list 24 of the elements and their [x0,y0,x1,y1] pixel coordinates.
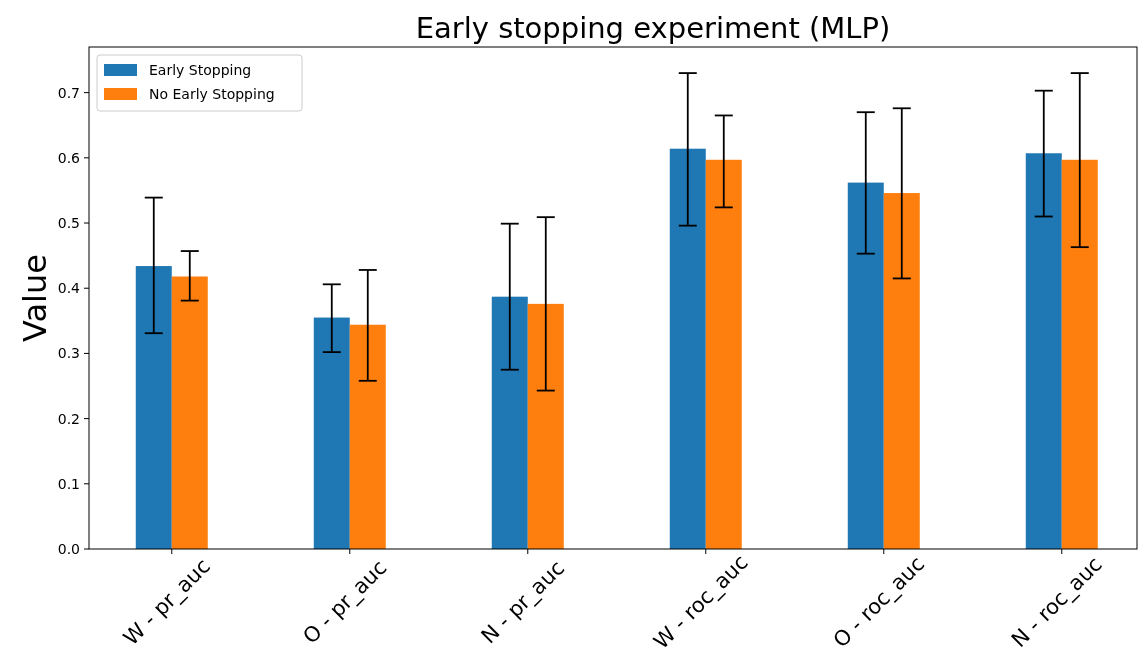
legend-label: Early Stopping [149,61,252,78]
bar [847,182,884,549]
bar [313,317,350,549]
y-tick-label: 0.6 [57,149,81,166]
y-tick-label: 0.0 [57,540,80,557]
bar [491,296,528,549]
bar [135,266,172,549]
y-tick-label: 0.2 [57,410,80,427]
y-tick-label: 0.5 [57,214,80,231]
bar [1061,159,1098,549]
bar [349,324,386,549]
bar [883,193,920,549]
y-tick-label: 0.1 [57,475,80,492]
bar [527,303,564,549]
y-tick-label: 0.7 [57,84,80,101]
bar [1025,153,1062,549]
y-axis-title: Value [16,254,54,342]
y-tick-label: 0.4 [57,280,81,297]
legend-label: No Early Stopping [149,85,275,102]
chart-title: Early stopping experiment (MLP) [415,11,891,45]
bar [171,276,208,549]
bar [669,148,706,549]
y-tick-label: 0.3 [57,345,80,362]
bar [705,159,742,549]
